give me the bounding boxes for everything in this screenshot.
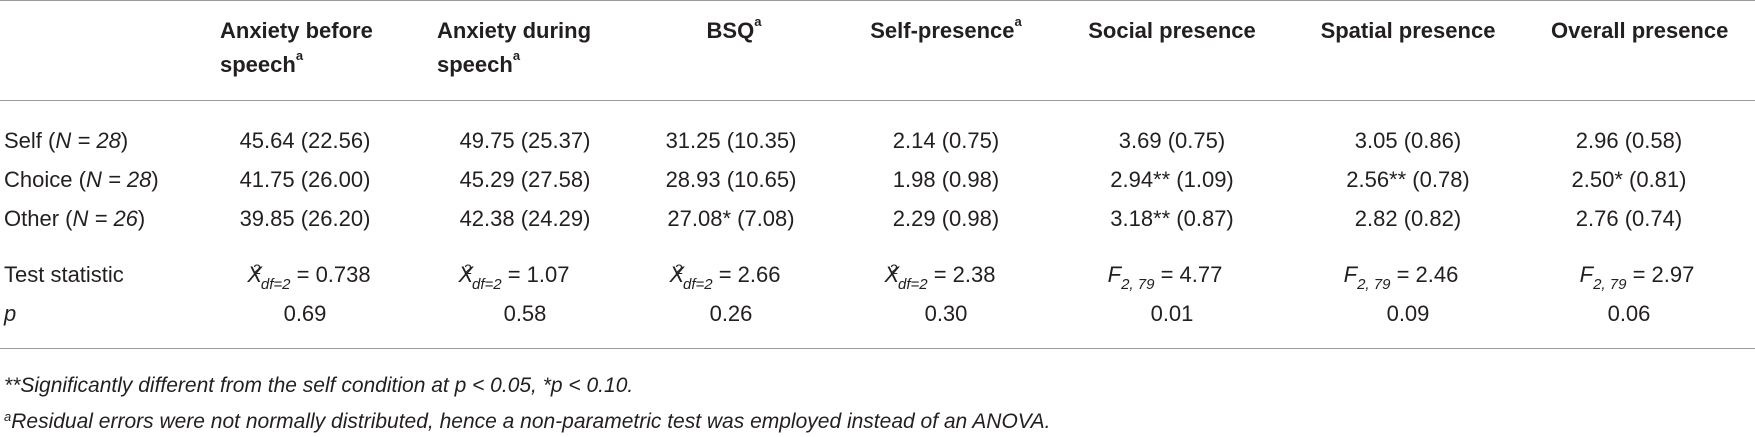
row-label-other: Other (N = 26) bbox=[4, 206, 146, 231]
table-cell: 2.29 (0.98) bbox=[892, 206, 1000, 231]
column-header-overall-presence: Overall presence bbox=[1551, 18, 1729, 43]
table-cell: 1.98 (0.98) bbox=[892, 167, 1000, 192]
table-cell: 27.08* (7.08) bbox=[667, 206, 795, 231]
table-cell: 2.14 (0.75) bbox=[892, 128, 1000, 153]
p-value-cell: 0.30 bbox=[924, 301, 968, 326]
test-statistic-cell: F2, 79 = 2.97 bbox=[1579, 262, 1695, 293]
p-value-cell: 0.69 bbox=[283, 301, 327, 326]
table-top-rule bbox=[0, 0, 1755, 1]
row-label-test-statistic: Test statistic bbox=[4, 262, 124, 287]
table-cell: 2.82 (0.82) bbox=[1354, 206, 1462, 231]
test-statistic-cell: X2df=2 = 2.38 bbox=[884, 261, 996, 293]
residual-footnote: aResidual errors were not normally distr… bbox=[4, 409, 1051, 433]
p-value-cell: 0.09 bbox=[1386, 301, 1430, 326]
table-cell: 3.05 (0.86) bbox=[1354, 128, 1462, 153]
table-cell: 49.75 (25.37) bbox=[459, 128, 591, 153]
test-statistic-cell: X2df=2 = 1.07 bbox=[458, 261, 570, 293]
significance-footnote: **Significantly different from the self … bbox=[4, 374, 634, 397]
table-cell: 3.18** (0.87) bbox=[1110, 206, 1234, 231]
table-cell: 31.25 (10.35) bbox=[665, 128, 797, 153]
table-cell: 39.85 (26.20) bbox=[239, 206, 371, 231]
header-rule bbox=[0, 100, 1755, 101]
table-cell: 2.94** (1.09) bbox=[1110, 167, 1234, 192]
table-cell: 42.38 (24.29) bbox=[459, 206, 591, 231]
table-cell: 28.93 (10.65) bbox=[665, 167, 797, 192]
p-value-cell: 0.26 bbox=[709, 301, 753, 326]
table-cell: 2.50* (0.81) bbox=[1571, 167, 1687, 192]
column-header-spatial-presence: Spatial presence bbox=[1320, 18, 1496, 43]
column-header-self-presence: Self-presencea bbox=[870, 14, 1022, 43]
table-cell: 45.29 (27.58) bbox=[459, 167, 591, 192]
column-header-social-presence: Social presence bbox=[1088, 18, 1256, 43]
table-cell: 2.56** (0.78) bbox=[1346, 167, 1470, 192]
p-value-cell: 0.06 bbox=[1607, 301, 1651, 326]
row-label-p: p bbox=[4, 301, 17, 326]
p-value-cell: 0.58 bbox=[503, 301, 547, 326]
row-label-choice: Choice (N = 28) bbox=[4, 167, 159, 192]
test-statistic-cell: F2, 79 = 2.46 bbox=[1343, 262, 1459, 293]
test-statistic-cell: F2, 79 = 4.77 bbox=[1107, 262, 1223, 293]
table-bottom-rule bbox=[0, 348, 1755, 349]
table-cell: 3.69 (0.75) bbox=[1118, 128, 1226, 153]
column-header-anxiety-during: Anxiety during speecha bbox=[437, 18, 592, 77]
test-statistic-cell: X2df=2 = 2.66 bbox=[669, 261, 781, 293]
column-header-anxiety-before: Anxiety before speecha bbox=[220, 18, 373, 77]
table-cell: 2.76 (0.74) bbox=[1575, 206, 1683, 231]
table-cell: 45.64 (22.56) bbox=[239, 128, 371, 153]
p-value-cell: 0.01 bbox=[1150, 301, 1194, 326]
table-cell: 2.96 (0.58) bbox=[1575, 128, 1683, 153]
row-label-self: Self (N = 28) bbox=[4, 128, 129, 153]
test-statistic-cell: X2df=2 = 0.738 bbox=[247, 261, 371, 293]
column-header-bsq: BSQa bbox=[706, 14, 762, 43]
table-cell: 41.75 (26.00) bbox=[239, 167, 371, 192]
